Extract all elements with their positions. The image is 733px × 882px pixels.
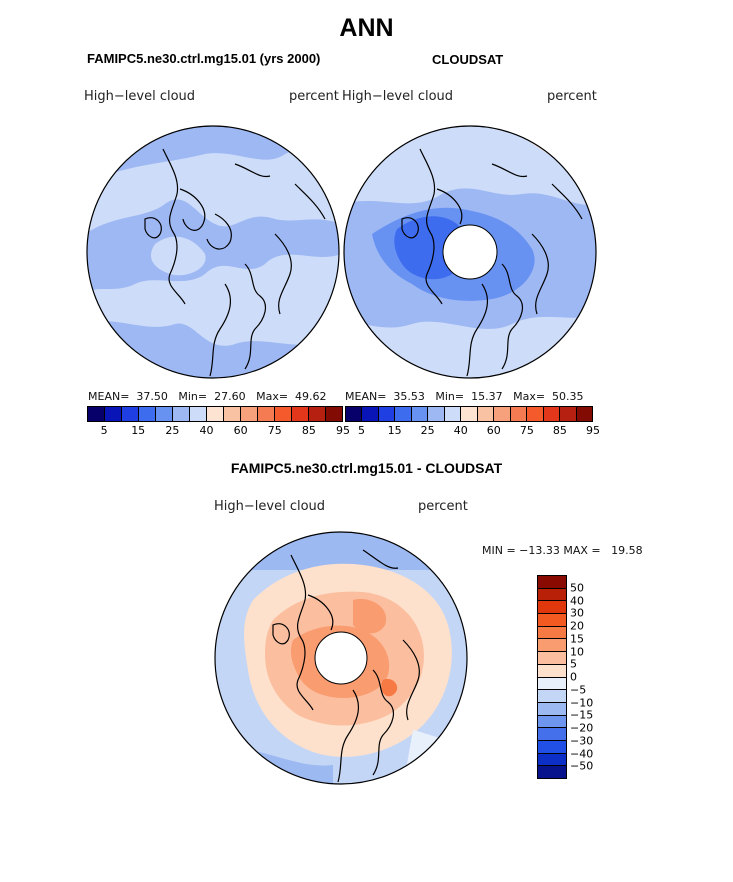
colorbar-swatch	[538, 677, 566, 691]
diff-minmax: MIN = −13.33 MAX = 19.58	[482, 544, 643, 557]
diff-colorbar-ticks: 50 40 30 20 15 10 5 0 −5 −10 −15 −20 −30 −40 −50	[570, 575, 610, 779]
diff-colorbar	[537, 575, 567, 779]
colorbar-swatch	[510, 407, 528, 421]
colorbar-tick-label: 40	[199, 424, 214, 437]
left-colorbar	[87, 406, 343, 422]
colorbar-tick-label: 85	[301, 424, 316, 437]
colorbar-tick-label: 75	[267, 424, 282, 437]
colorbar-swatch	[538, 753, 566, 767]
colorbar-swatch	[326, 407, 342, 421]
colorbar-tick-label: 30	[570, 606, 584, 620]
left-case-title: FAMIPC5.ne30.ctrl.mg15.01 (yrs 2000)	[87, 51, 321, 66]
colorbar-swatch	[122, 407, 139, 421]
colorbar-swatch	[538, 614, 566, 627]
colorbar-swatch	[362, 407, 379, 421]
colorbar-swatch	[538, 601, 566, 615]
colorbar-swatch	[444, 407, 462, 421]
left-units-label: percent	[289, 89, 339, 104]
colorbar-swatch	[292, 407, 309, 421]
colorbar-tick-label: −30	[570, 734, 594, 748]
colorbar-tick-label: 15	[131, 424, 146, 437]
diff-title: FAMIPC5.ne30.ctrl.mg15.01 - CLOUDSAT	[230, 460, 503, 476]
colorbar-swatch	[395, 407, 412, 421]
right-colorbar-ticks: 5 15 25 40 60 75 85 95	[345, 424, 600, 438]
colorbar-tick-label: 0	[570, 670, 577, 684]
right-case-title: CLOUDSAT	[432, 52, 504, 67]
colorbar-swatch	[258, 407, 275, 421]
colorbar-tick-label: −50	[570, 759, 594, 773]
colorbar-swatch	[275, 407, 292, 421]
colorbar-swatch	[538, 728, 566, 741]
left-polar-map	[86, 125, 340, 379]
colorbar-swatch	[346, 407, 363, 421]
colorbar-tick-label: 75	[519, 424, 534, 437]
colorbar-tick-label: 10	[570, 645, 584, 658]
right-stats: MEAN= 35.53 Min= 15.37 Max= 50.35	[345, 390, 584, 403]
right-units-label: percent	[547, 89, 597, 104]
colorbar-swatch	[241, 407, 258, 421]
colorbar-swatch	[378, 407, 396, 421]
diff-polar-map	[214, 531, 468, 785]
colorbar-tick-label: 20	[570, 619, 584, 633]
colorbar-swatch	[538, 652, 566, 665]
colorbar-swatch	[538, 639, 566, 653]
colorbar-swatch	[538, 576, 566, 589]
colorbar-tick-label: 40	[453, 424, 468, 437]
colorbar-swatch	[543, 407, 561, 421]
colorbar-swatch	[538, 690, 566, 703]
colorbar-tick-label: −5	[570, 683, 587, 697]
colorbar-swatch	[538, 715, 566, 729]
colorbar-tick-label: −15	[570, 708, 594, 722]
colorbar-tick-label: 25	[165, 424, 180, 437]
colorbar-swatch	[527, 407, 544, 421]
colorbar-swatch	[538, 740, 566, 754]
colorbar-tick-label: 50	[570, 581, 584, 595]
colorbar-tick-label: −10	[570, 696, 594, 709]
colorbar-tick-label: 5	[358, 424, 366, 437]
colorbar-swatch	[538, 664, 566, 678]
colorbar-swatch	[461, 407, 478, 421]
colorbar-tick-label: 15	[570, 632, 584, 646]
colorbar-swatch	[560, 407, 577, 421]
colorbar-swatch	[173, 407, 190, 421]
colorbar-swatch	[538, 626, 566, 640]
colorbar-swatch	[224, 407, 241, 421]
colorbar-swatch	[139, 407, 156, 421]
colorbar-tick-label: 25	[420, 424, 435, 437]
colorbar-tick-label: 5	[100, 424, 108, 437]
colorbar-tick-label: −40	[570, 747, 594, 760]
colorbar-swatch	[156, 407, 173, 421]
colorbar-swatch	[494, 407, 511, 421]
left-variable-label: High−level cloud	[84, 89, 196, 104]
colorbar-tick-label: 40	[570, 594, 584, 607]
left-colorbar-ticks: 5 15 25 40 60 75 85 95	[87, 424, 350, 438]
colorbar-tick-label: 5	[570, 657, 577, 671]
colorbar-swatch	[411, 407, 429, 421]
page-title: ANN	[339, 14, 394, 42]
colorbar-swatch	[477, 407, 495, 421]
colorbar-swatch	[309, 407, 326, 421]
colorbar-tick-label: 60	[233, 424, 248, 437]
colorbar-tick-label: 95	[336, 424, 350, 437]
colorbar-tick-label: 85	[552, 424, 567, 437]
colorbar-tick-label: 15	[387, 424, 402, 437]
colorbar-swatch	[88, 407, 105, 421]
right-colorbar	[345, 406, 593, 422]
colorbar-swatch	[576, 407, 593, 421]
diff-variable-label: High−level cloud	[214, 499, 326, 514]
colorbar-swatch	[428, 407, 445, 421]
colorbar-swatch	[538, 702, 566, 716]
colorbar-swatch	[105, 407, 122, 421]
colorbar-swatch	[207, 407, 224, 421]
colorbar-tick-label: 60	[486, 424, 501, 437]
colorbar-tick-label: −20	[570, 721, 594, 735]
colorbar-swatch	[538, 766, 566, 778]
colorbar-swatch	[538, 588, 566, 602]
colorbar-tick-label: 95	[586, 424, 600, 437]
right-variable-label: High−level cloud	[342, 89, 454, 104]
left-stats: MEAN= 37.50 Min= 27.60 Max= 49.62	[88, 390, 327, 403]
colorbar-swatch	[190, 407, 207, 421]
right-polar-map	[343, 125, 597, 379]
diff-units-label: percent	[418, 499, 468, 514]
